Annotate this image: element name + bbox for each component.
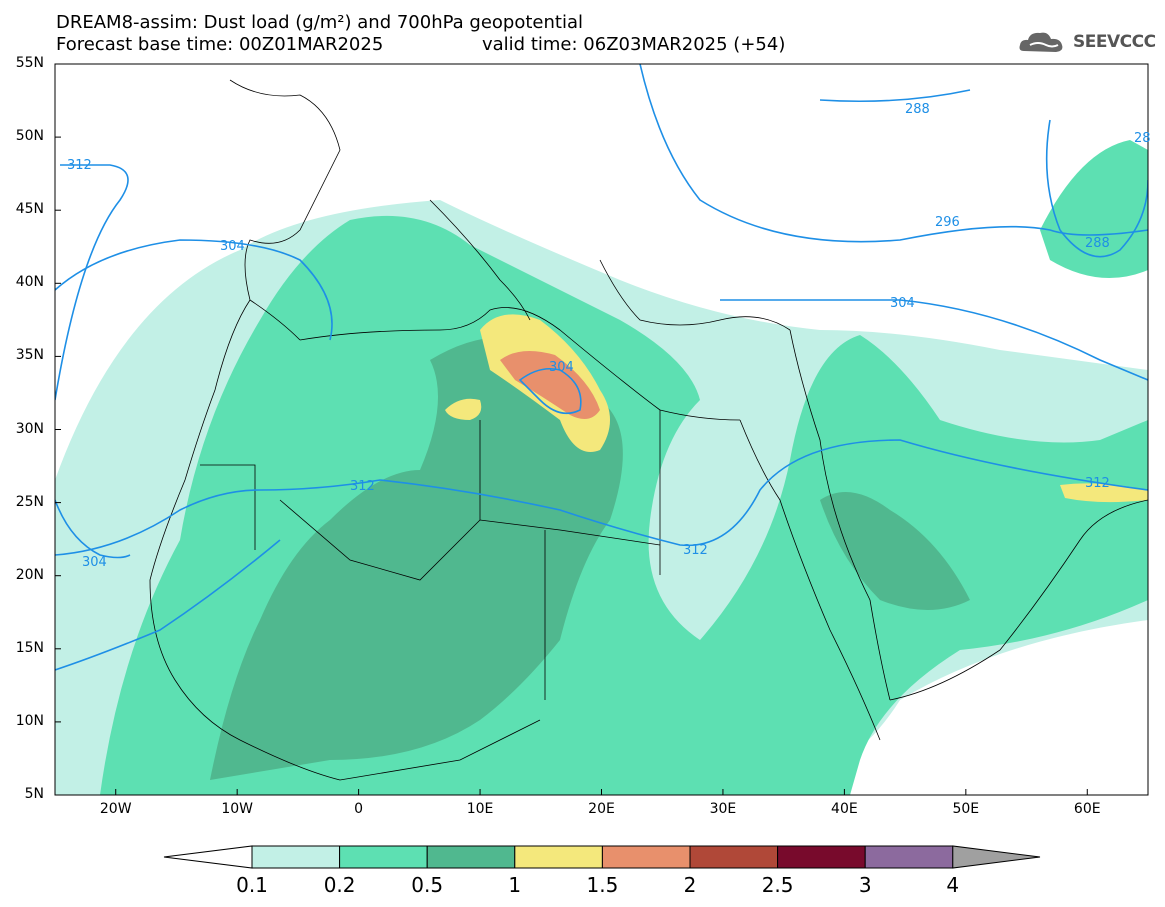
colorbar-tick-label: 2 — [683, 873, 697, 897]
lon-label: 40E — [831, 801, 858, 817]
lon-label: 30E — [709, 801, 737, 817]
dust-layer-1.5 — [500, 351, 600, 419]
colorbar-segment — [864, 845, 954, 869]
colorbar-segment — [689, 845, 779, 869]
map-title: DREAM8-assim: Dust load (g/m²) and 700hP… — [56, 12, 583, 33]
lat-label: 15N — [15, 639, 44, 656]
cloud-icon — [1019, 32, 1063, 52]
colorbar-upper-triangle — [952, 845, 1041, 869]
colorbar-segment — [777, 845, 866, 869]
lon-label: 20E — [588, 801, 615, 817]
lat-label: 55N — [15, 55, 44, 71]
lat-label: 35N — [15, 347, 44, 364]
logo-text: SEEVCCC — [1073, 32, 1156, 52]
contour-label-2: 304 — [220, 239, 245, 254]
colorbar-tick-label: 1 — [508, 873, 522, 897]
colorbar-tick-label: 2.5 — [761, 873, 794, 897]
colorbar-segment — [339, 845, 428, 869]
base-time: Forecast base time: 00Z01MAR2025 — [56, 34, 384, 55]
lat-label: 45N — [15, 201, 44, 218]
contour-label-4: 296 — [935, 215, 960, 230]
map-subtitle: Forecast base time: 00Z01MAR2025 valid ti… — [56, 34, 785, 55]
dust-layer-0.2-caspian — [1040, 140, 1148, 278]
lat-label: 25N — [15, 493, 44, 510]
dust-layer-0.5 — [210, 337, 623, 780]
geopotential-contours — [55, 64, 1148, 671]
dust-layer-0.5-arabia — [820, 492, 970, 610]
lat-label: 30N — [15, 420, 44, 437]
lat-label: 10N — [15, 712, 44, 729]
contour-label-3: 288 — [905, 102, 930, 117]
contour-label-5: 304 — [890, 296, 915, 311]
axis-ticks — [55, 63, 1088, 796]
contour-label-11: 28 — [1134, 131, 1151, 146]
colorbar — [163, 845, 1041, 869]
lon-label: 10E — [466, 801, 494, 817]
coastlines — [149, 79, 1148, 781]
contour-label-10: 288 — [1085, 236, 1110, 251]
colorbar-tick-label: 1.5 — [586, 873, 619, 897]
contour-labels: 312 304 288 296 304 304 312 312 304 288 … — [67, 102, 1151, 570]
lon-label: 10W — [221, 801, 253, 817]
lon-label: 20W — [99, 801, 132, 817]
colorbar-segment — [426, 845, 516, 869]
colorbar-tick-label: 0.2 — [323, 873, 356, 897]
contour-label-8: 312 — [683, 543, 708, 558]
lon-label: 50E — [952, 801, 980, 817]
colorbar-segment — [514, 845, 603, 869]
colorbar-segment — [601, 845, 691, 869]
colorbar-tick-label: 0.5 — [411, 873, 444, 897]
lat-label: 5N — [24, 786, 44, 802]
contour-label-1: 312 — [67, 158, 92, 173]
colorbar-tick-label: 4 — [946, 873, 960, 897]
dust-layer-1-west — [445, 398, 482, 420]
lat-label: 40N — [15, 274, 44, 291]
colorbar-tick-label: 3 — [858, 873, 872, 897]
lat-label: 20N — [15, 566, 44, 583]
colorbar-segment — [251, 845, 341, 869]
colorbar-tick-label: 0.1 — [236, 873, 268, 897]
lon-label: 0 — [354, 801, 364, 817]
contour-label-9: 304 — [82, 555, 107, 570]
lat-label: 50N — [15, 128, 44, 145]
contour-label-7: 312 — [350, 479, 375, 494]
lon-label: 60E — [1073, 801, 1101, 817]
colorbar-lower-triangle — [163, 845, 253, 869]
dust-layer-1-gulf — [1060, 483, 1148, 503]
contour-label-6: 304 — [549, 360, 574, 375]
valid-time: valid time: 06Z03MAR2025 (+54) — [482, 34, 786, 55]
contour-label-12: 312 — [1085, 476, 1110, 491]
